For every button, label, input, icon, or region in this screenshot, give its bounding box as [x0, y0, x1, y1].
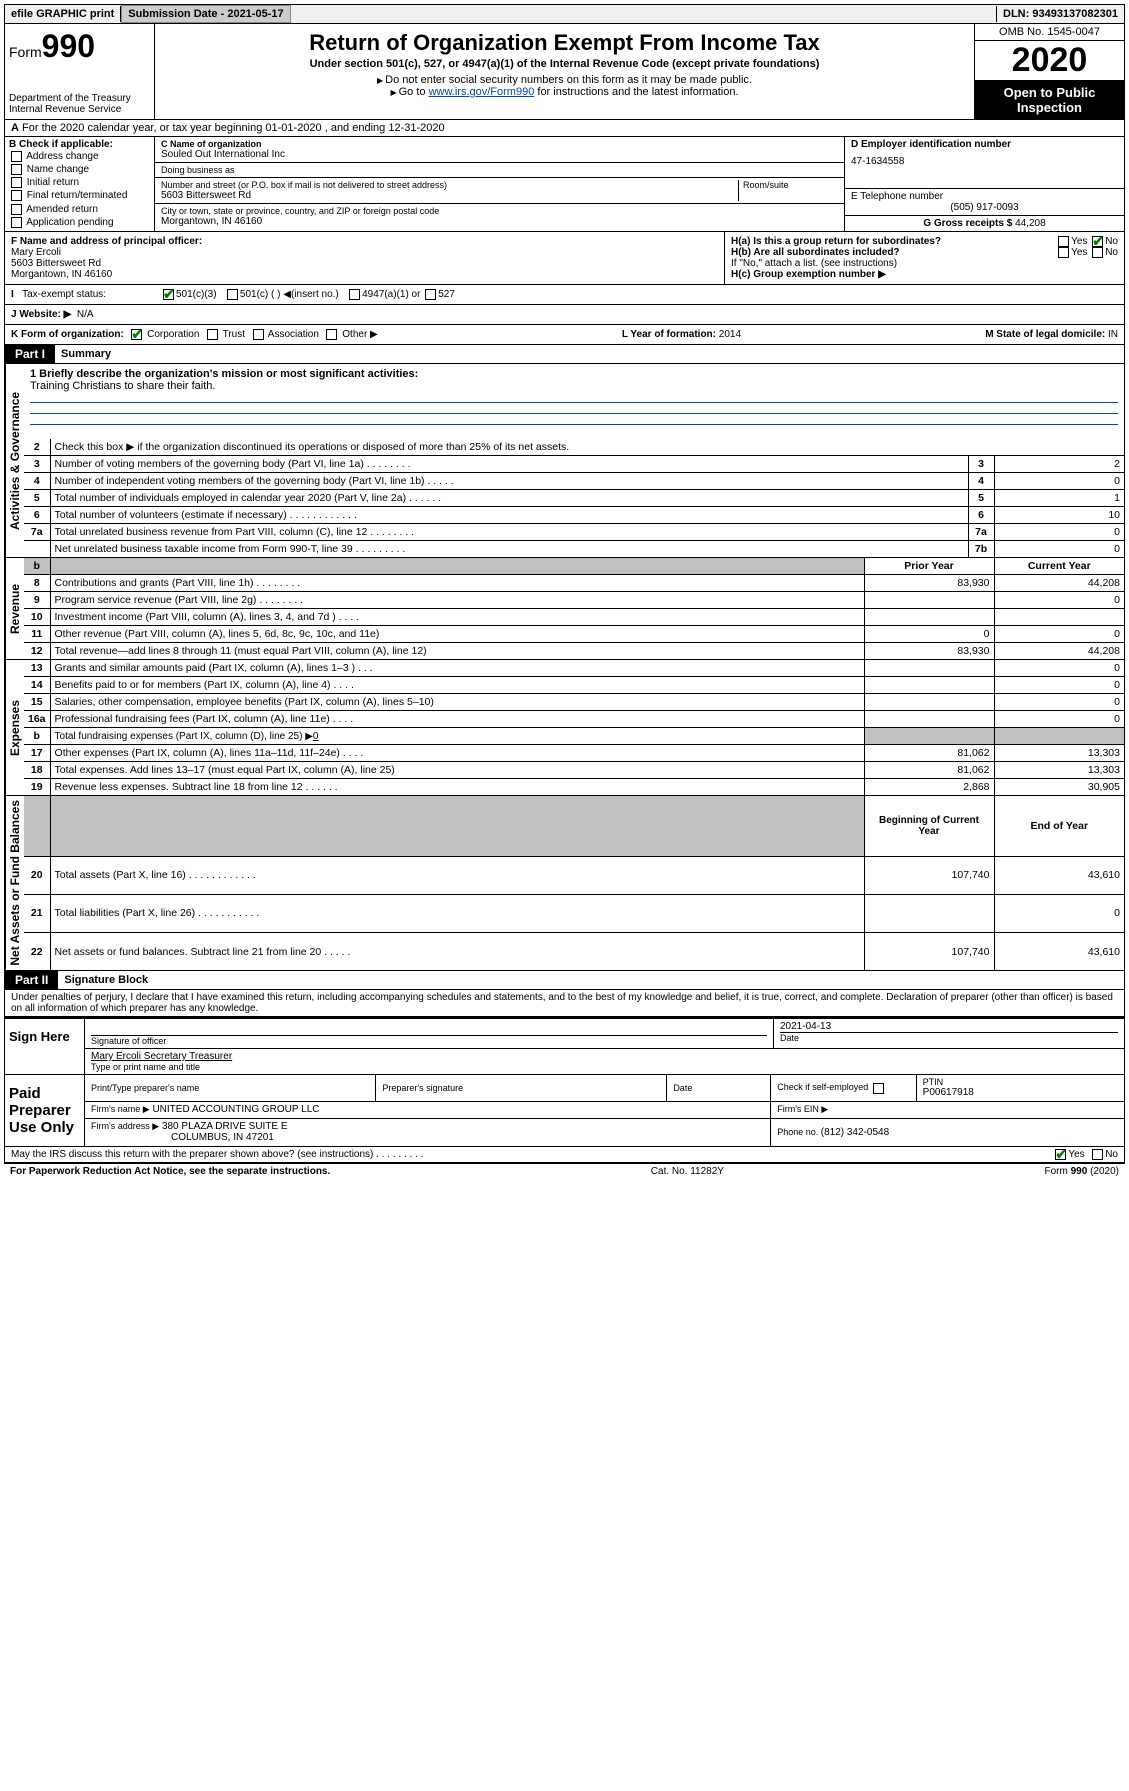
phone: (505) 917-0093 [851, 202, 1118, 213]
org-street: 5603 Bittersweet Rd [161, 190, 738, 201]
org-name: Souled Out International Inc [161, 149, 838, 160]
discuss-row: May the IRS discuss this return with the… [4, 1147, 1125, 1163]
gross-receipts: 44,208 [1015, 218, 1046, 229]
omb-number: OMB No. 1545-0047 [975, 24, 1124, 41]
footer: For Paperwork Reduction Act Notice, see … [4, 1163, 1125, 1179]
box-b: B Check if applicable: Address change Na… [5, 137, 155, 231]
part1-revenue: Revenue bPrior YearCurrent Year 8Contrib… [4, 558, 1125, 660]
tax-exempt-row: I Tax-exempt status: 501(c)(3) 501(c) ( … [4, 285, 1125, 305]
501c3-checkbox[interactable] [163, 289, 174, 300]
part1-governance: Activities & Governance 1 Briefly descri… [4, 364, 1125, 558]
self-employed-checkbox[interactable] [873, 1083, 884, 1094]
preparer-section: Paid Preparer Use Only Print/Type prepar… [4, 1075, 1125, 1147]
efile-label[interactable]: efile GRAPHIC print [5, 6, 121, 22]
ha-no-checkbox[interactable] [1092, 236, 1103, 247]
tax-year: 2020 [975, 41, 1124, 81]
submission-date-button[interactable]: Submission Date - 2021-05-17 [121, 5, 290, 23]
form-header: Form990 Department of the TreasuryIntern… [4, 24, 1125, 120]
form-number: Form990 [9, 28, 150, 65]
part1-expenses: Expenses 13Grants and similar amounts pa… [4, 660, 1125, 796]
part1-bar: Part I Summary [4, 345, 1125, 364]
form-subtitle-1: Under section 501(c), 527, or 4947(a)(1)… [159, 58, 970, 70]
dln-label: DLN: 93493137082301 [996, 6, 1124, 22]
mission-text: Training Christians to share their faith… [30, 380, 1118, 392]
form-subtitle-2: Do not enter social security numbers on … [159, 74, 970, 86]
org-city: Morgantown, IN 46160 [161, 216, 838, 227]
line-a: A For the 2020 calendar year, or tax yea… [4, 120, 1125, 137]
part2-bar: Part II Signature Block [4, 971, 1125, 990]
discuss-yes-checkbox[interactable] [1055, 1149, 1066, 1160]
dept-label: Department of the TreasuryInternal Reven… [9, 93, 150, 115]
klm-row: K Form of organization: Corporation Trus… [4, 325, 1125, 345]
officer-h-row: F Name and address of principal officer:… [4, 232, 1125, 285]
entity-block: B Check if applicable: Address change Na… [4, 137, 1125, 232]
top-bar: efile GRAPHIC print Submission Date - 20… [4, 4, 1125, 24]
box-de: D Employer identification number 47-1634… [844, 137, 1124, 231]
ein: 47-1634558 [851, 156, 1118, 167]
corp-checkbox[interactable] [131, 329, 142, 340]
perjury-statement: Under penalties of perjury, I declare th… [4, 990, 1125, 1017]
irs-link[interactable]: www.irs.gov/Form990 [429, 86, 535, 98]
part1-net-assets: Net Assets or Fund Balances Beginning of… [4, 796, 1125, 971]
sign-section: Sign Here Signature of officer 2021-04-1… [4, 1017, 1125, 1075]
form-title: Return of Organization Exempt From Incom… [159, 30, 970, 56]
box-c: C Name of organization Souled Out Intern… [155, 137, 844, 231]
website-row: J Website: ▶ N/A [4, 305, 1125, 325]
form-subtitle-3: Go to www.irs.gov/Form990 for instructio… [159, 86, 970, 98]
open-to-public: Open to Public Inspection [975, 81, 1124, 119]
